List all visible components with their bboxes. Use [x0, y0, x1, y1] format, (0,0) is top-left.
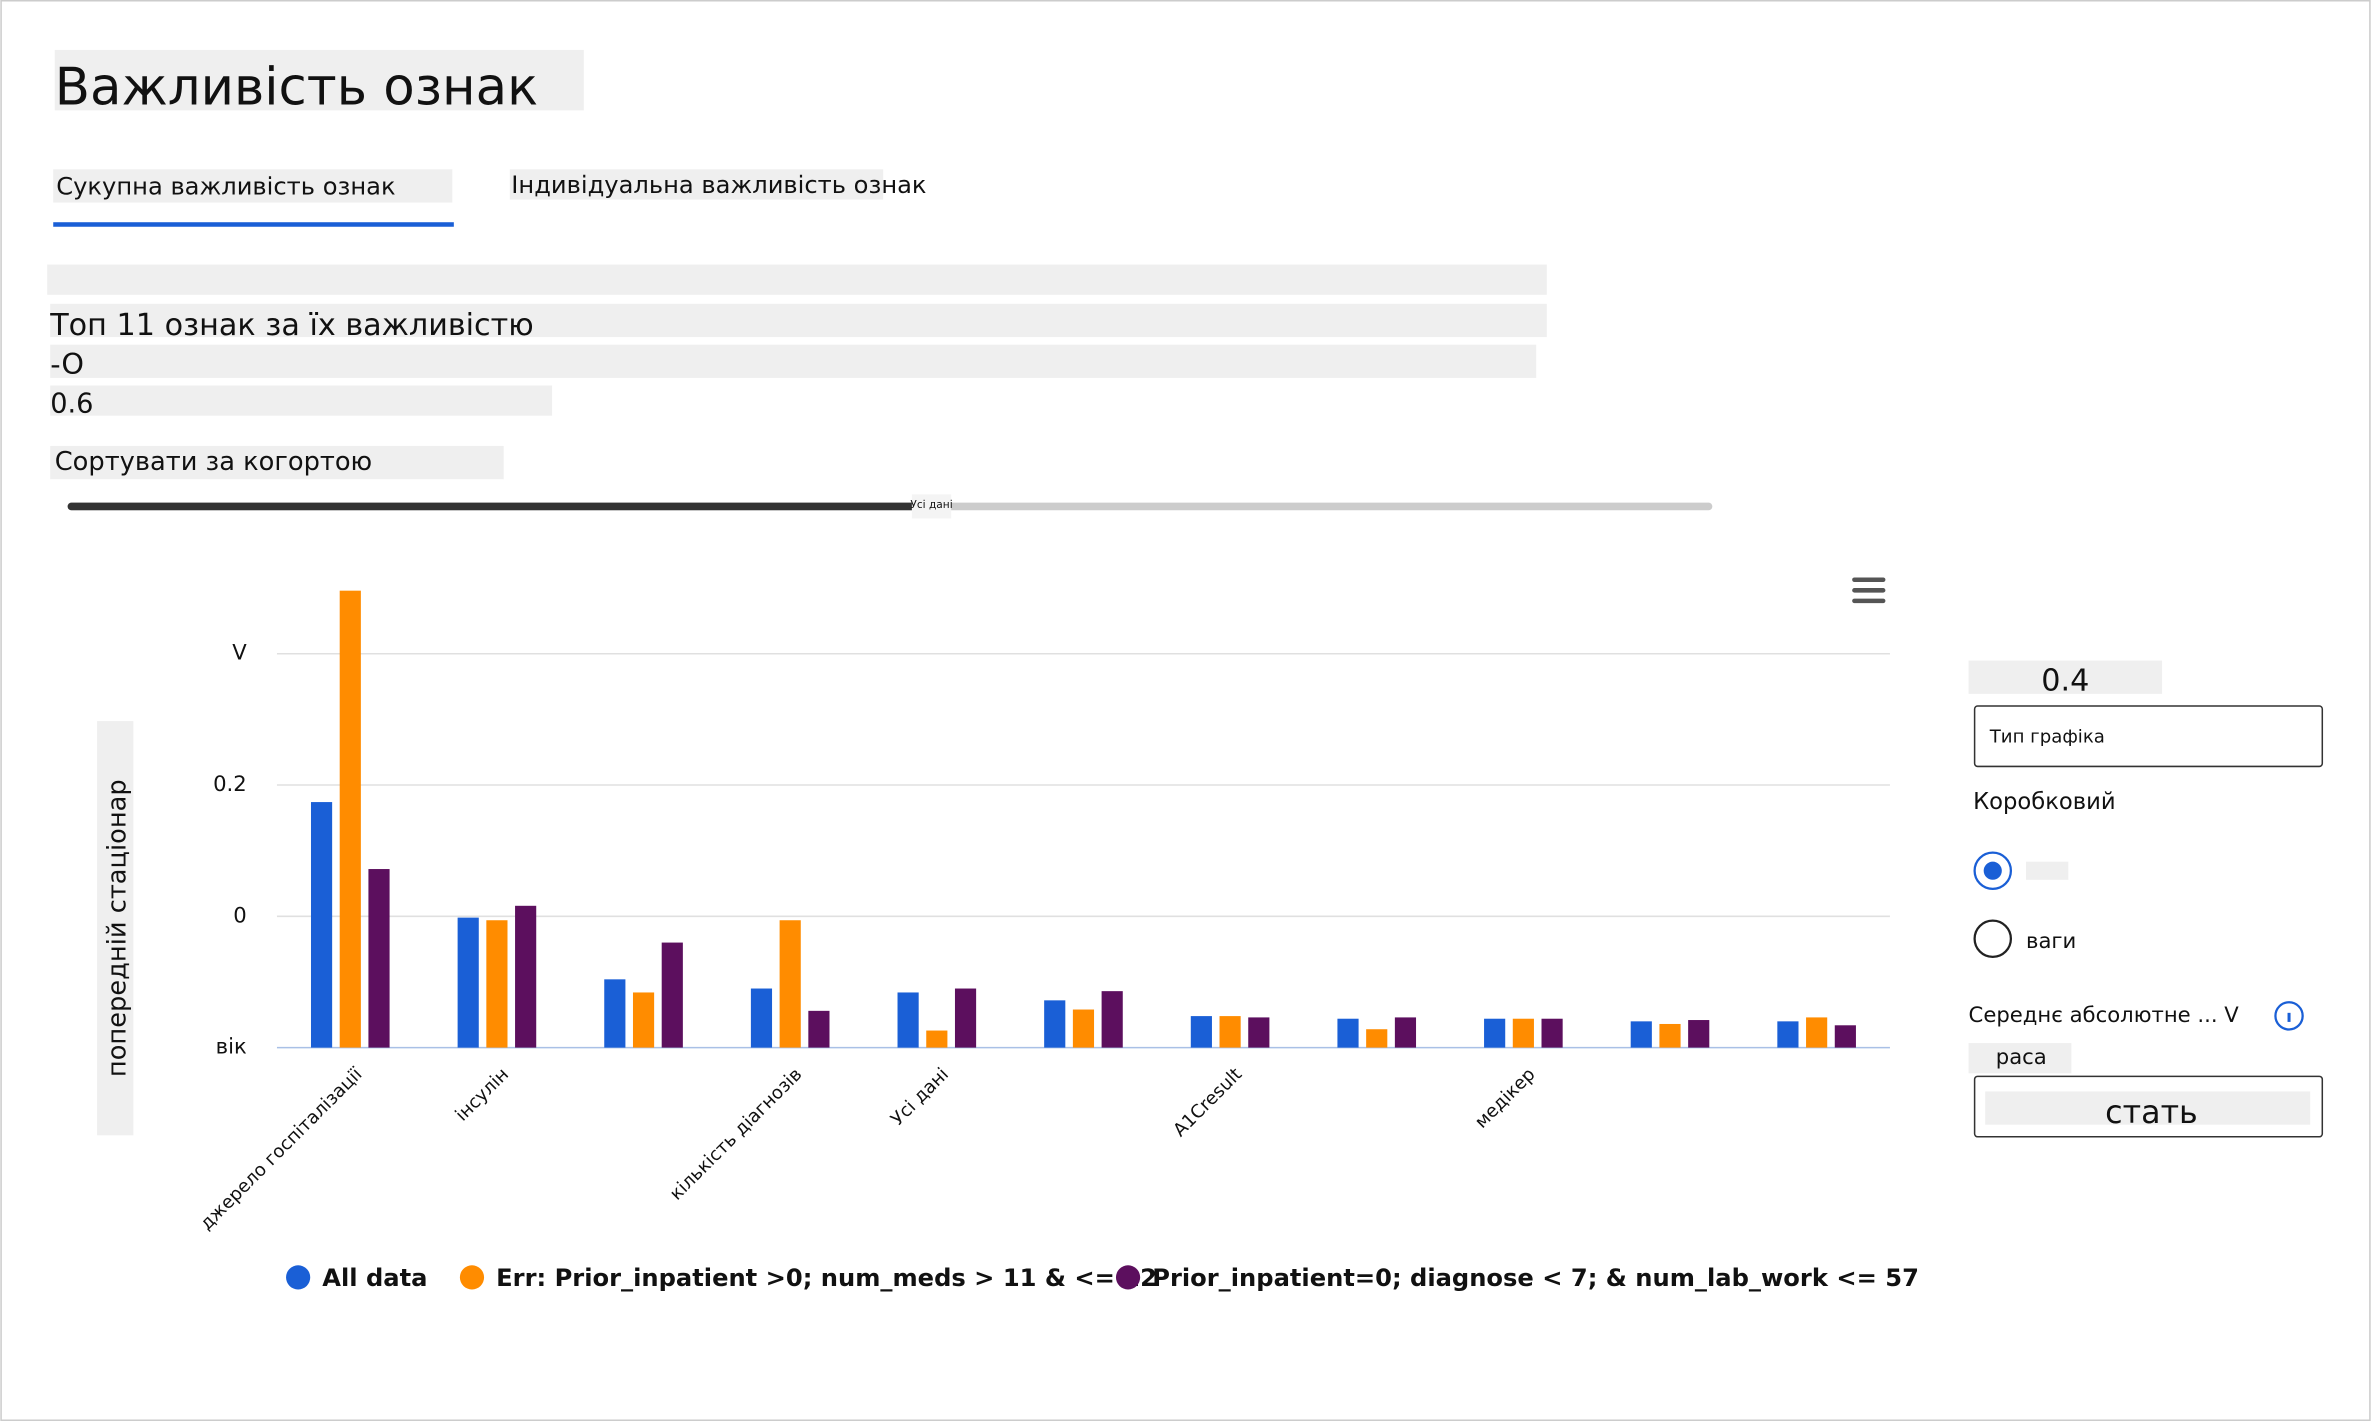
menu-bar: [1852, 588, 1886, 593]
menu-bar: [1852, 598, 1886, 604]
bar: [926, 1030, 948, 1048]
bar: [1044, 1000, 1066, 1048]
y-tick-label: 0.2: [213, 771, 247, 796]
bar: [1541, 1018, 1563, 1048]
menu-icon[interactable]: [1852, 577, 1886, 604]
select-label: Тип графіка: [1989, 727, 2105, 748]
info-mark: [2287, 1012, 2291, 1022]
bar: [1248, 1017, 1270, 1048]
bar: [339, 590, 361, 1048]
line-bg: [50, 385, 553, 416]
bar: [1484, 1018, 1506, 1048]
bar: [808, 1010, 830, 1048]
tab-underline: [53, 222, 454, 227]
bar: [604, 979, 626, 1048]
bar: [661, 942, 683, 1048]
sort-bg: [50, 445, 504, 480]
metric-label: Середнє абсолютне ... V: [1969, 1002, 2240, 1027]
text-line: -O: [50, 347, 84, 381]
legend-marker: [459, 1265, 485, 1290]
description-bg: [47, 264, 1547, 295]
radio[interactable]: [1973, 919, 2013, 959]
bar: [1777, 1021, 1799, 1048]
bar: [1337, 1018, 1359, 1048]
bar: [632, 992, 655, 1048]
y-tick-label: вік: [216, 1034, 247, 1059]
page-title: Важливість ознак: [55, 58, 538, 118]
bar: [457, 917, 479, 1048]
legend-label[interactable]: Err: Prior_inpatient >0; num_meds > 11 &…: [496, 1264, 1157, 1292]
feature-bg: [1968, 1043, 2072, 1074]
bar: [1219, 1016, 1241, 1048]
bar: [486, 920, 508, 1048]
menu-bar: [1852, 577, 1886, 583]
panel-value: 0.4: [2041, 663, 2089, 698]
slider-label: Усі дані: [910, 499, 952, 511]
bar: [1659, 1023, 1681, 1048]
tab-bg: [509, 169, 884, 200]
heading: Топ 11 ознак за їх важливістю: [49, 308, 533, 343]
bar: [1834, 1025, 1856, 1048]
bar: [1394, 1017, 1417, 1048]
bar: [310, 802, 333, 1048]
feature-select-bg: [1985, 1091, 2311, 1125]
tab[interactable]: Індивідуальна важливість ознак: [511, 171, 926, 199]
slider-thumb[interactable]: [911, 494, 952, 519]
legend-marker: [286, 1265, 311, 1290]
tab[interactable]: Сукупна важливість ознак: [56, 172, 395, 200]
bar: [1688, 1020, 1710, 1048]
radio-label-bg: [2026, 861, 2069, 880]
heading-bg: [50, 303, 1547, 338]
feature-label: раса: [1996, 1044, 2047, 1069]
bar: [750, 988, 773, 1048]
radio-label: ваги: [2026, 928, 2076, 953]
bar: [1072, 1009, 1095, 1048]
legend-label[interactable]: All data: [322, 1264, 427, 1292]
tab-bg: [53, 169, 453, 203]
option-label: Коробковий: [1973, 789, 2116, 815]
line-bg: [50, 344, 1537, 378]
bar: [1630, 1021, 1652, 1048]
radio-dot: [1983, 861, 2002, 880]
y-tick-label: V: [232, 640, 247, 665]
bar: [1512, 1018, 1534, 1048]
bar: [954, 988, 977, 1048]
legend-marker: [1115, 1265, 1141, 1290]
info-icon[interactable]: [2274, 1001, 2304, 1031]
bar: [897, 992, 919, 1048]
legend-label[interactable]: Prior_inpatient=0; diagnose < 7; & num_l…: [1152, 1264, 1919, 1292]
y-tick-label: 0: [233, 902, 246, 927]
title-bg: [54, 49, 584, 111]
chart-type-select[interactable]: [1973, 705, 2324, 768]
sort-label: Сортувати за когортою: [55, 447, 372, 477]
bar: [779, 920, 801, 1048]
bar: [1366, 1029, 1388, 1048]
bar: [515, 905, 537, 1048]
bar: [1806, 1017, 1828, 1048]
panel-bg: [1968, 660, 2163, 694]
bar: [1101, 991, 1123, 1048]
y-axis-label: попередній стаціонар: [103, 779, 133, 1077]
y-label-bg: [97, 721, 134, 1136]
feature-select-text: стать: [2105, 1095, 2198, 1131]
bar: [368, 869, 390, 1048]
bar: [1190, 1016, 1212, 1048]
text-line: 0.6: [50, 389, 93, 420]
